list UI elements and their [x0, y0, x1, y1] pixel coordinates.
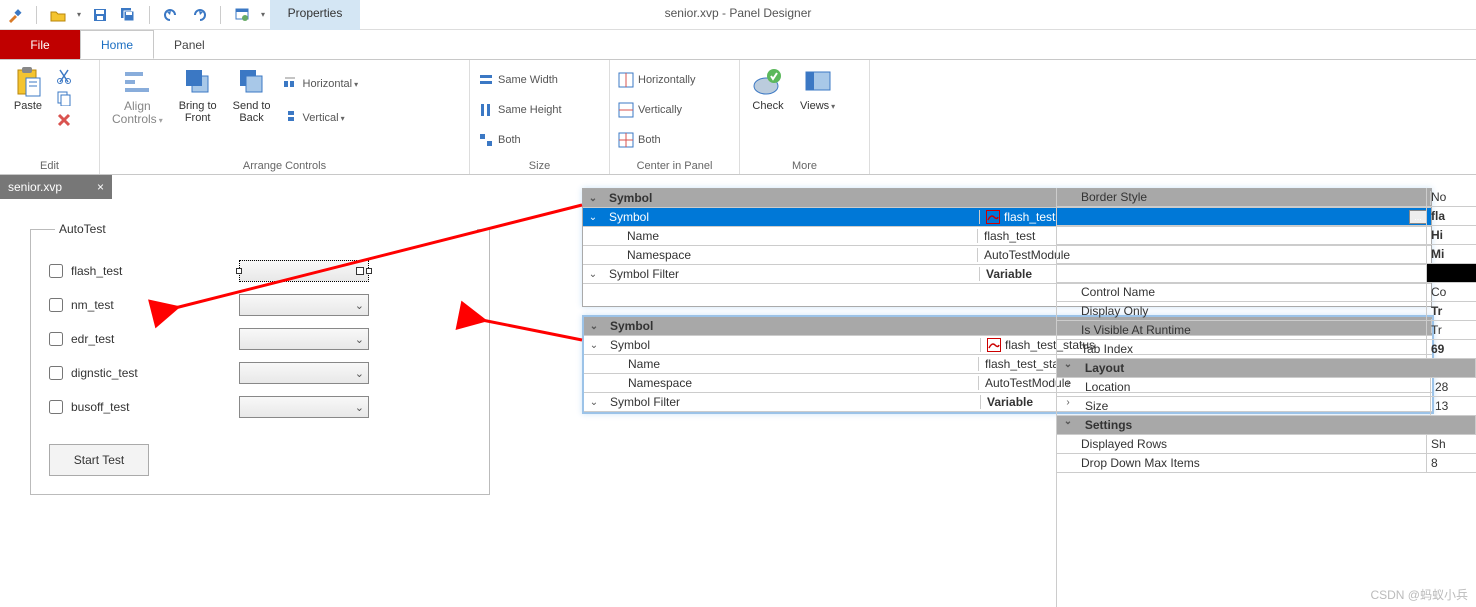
combo-nm_test[interactable] [239, 294, 369, 316]
bring-to-front-button[interactable]: Bring to Front [175, 64, 221, 126]
checkbox-flash_test[interactable]: flash_test [49, 264, 199, 278]
panel-row: busoff_test [49, 390, 471, 424]
paste-button[interactable]: Paste [8, 64, 48, 114]
center-vertically-button[interactable]: Vertically [618, 98, 695, 122]
group-label-more: More [748, 158, 861, 172]
vertical-spacing-button[interactable]: Vertical [283, 106, 359, 130]
checkbox-dignstic_test[interactable]: dignstic_test [49, 366, 199, 380]
contextual-tab-properties: Properties [288, 6, 343, 20]
property-row[interactable]: Drop Down Max Items8 [1057, 454, 1476, 473]
check-label: Check [752, 100, 783, 112]
tab-home[interactable]: Home [80, 30, 154, 59]
panel-legend: AutoTest [55, 222, 477, 236]
group-label-center: Center in Panel [618, 158, 731, 172]
combo-busoff_test[interactable] [239, 396, 369, 418]
size-both-button[interactable]: Both [478, 128, 562, 152]
same-height-button[interactable]: Same Height [478, 98, 562, 122]
checkbox-nm_test[interactable]: nm_test [49, 298, 199, 312]
delete-icon[interactable] [56, 112, 72, 128]
cut-icon[interactable] [56, 68, 72, 84]
document-tab[interactable]: senior.xvp × [0, 175, 112, 199]
copy-icon[interactable] [56, 90, 72, 106]
brush-icon[interactable] [6, 6, 24, 24]
views-label: Views [800, 100, 835, 113]
quick-access-toolbar: ▾ ▾ [0, 0, 1476, 30]
send-back-label: Send to Back [233, 100, 271, 124]
tab-panel[interactable]: Panel [154, 30, 225, 59]
group-label-edit: Edit [8, 158, 91, 172]
property-row[interactable]: ›Size13 [1057, 397, 1476, 416]
property-row[interactable]: Display OnlyTr [1057, 302, 1476, 321]
check-button[interactable]: Check [748, 64, 788, 114]
properties-panel: Border StyleNoflaHiMiControl NameCoDispl… [1056, 188, 1476, 607]
center-both-button[interactable]: Both [618, 128, 695, 152]
bring-front-label: Bring to Front [179, 100, 217, 124]
open-icon[interactable] [49, 6, 67, 24]
group-label-size: Size [478, 158, 601, 172]
property-row[interactable]: Border StyleNo [1057, 188, 1476, 207]
checkbox-edr_test[interactable]: edr_test [49, 332, 199, 346]
center-horizontally-button[interactable]: Horizontally [618, 68, 695, 92]
save-all-icon[interactable] [119, 6, 137, 24]
property-row[interactable]: ›Location28 [1057, 378, 1476, 397]
combo-flash_test[interactable] [239, 260, 369, 282]
views-button[interactable]: Views [796, 64, 839, 115]
checkbox-busoff_test[interactable]: busoff_test [49, 400, 199, 414]
undo-icon[interactable] [162, 6, 180, 24]
panel-row: edr_test [49, 322, 471, 356]
property-row[interactable]: Is Visible At RuntimeTr [1057, 321, 1476, 340]
autotest-panel: AutoTest flash_testnm_testedr_testdignst… [30, 229, 490, 495]
property-row[interactable]: ⌄Settings [1057, 416, 1476, 435]
start-test-button[interactable]: Start Test [49, 444, 149, 476]
ribbon: Paste Edit Align Controls Bring to Front… [0, 60, 1476, 175]
watermark: CSDN @蚂蚁小兵 [1370, 586, 1468, 603]
property-row[interactable]: Tab Index69 [1057, 340, 1476, 359]
panel-icon[interactable] [233, 6, 251, 24]
combo-dignstic_test[interactable] [239, 362, 369, 384]
property-row[interactable]: ⌄Layout [1057, 359, 1476, 378]
property-row[interactable]: Mi [1057, 245, 1476, 264]
save-icon[interactable] [91, 6, 109, 24]
combo-edr_test[interactable] [239, 328, 369, 350]
panel-row: dignstic_test [49, 356, 471, 390]
panel-row: nm_test [49, 288, 471, 322]
property-row[interactable]: Displayed RowsSh [1057, 435, 1476, 454]
property-row[interactable]: fla [1057, 207, 1476, 226]
redo-icon[interactable] [190, 6, 208, 24]
same-width-button[interactable]: Same Width [478, 68, 562, 92]
tab-file[interactable]: File [0, 30, 80, 59]
property-row[interactable]: Hi [1057, 226, 1476, 245]
group-label-arrange: Arrange Controls [108, 158, 461, 172]
property-row[interactable]: Control NameCo [1057, 283, 1476, 302]
document-tab-label: senior.xvp [8, 180, 62, 194]
align-controls-button[interactable]: Align Controls [108, 64, 167, 129]
close-icon[interactable]: × [97, 180, 104, 194]
align-label: Align Controls [112, 100, 163, 127]
send-to-back-button[interactable]: Send to Back [229, 64, 275, 126]
property-row[interactable] [1057, 264, 1476, 283]
paste-label: Paste [14, 100, 42, 112]
horizontal-spacing-button[interactable]: Horizontal [283, 72, 359, 96]
panel-row: flash_test [49, 254, 471, 288]
ribbon-tabs: File Home Panel [0, 30, 1476, 60]
contextual-tab-combo-box[interactable]: Combo Box Properties [270, 0, 360, 30]
